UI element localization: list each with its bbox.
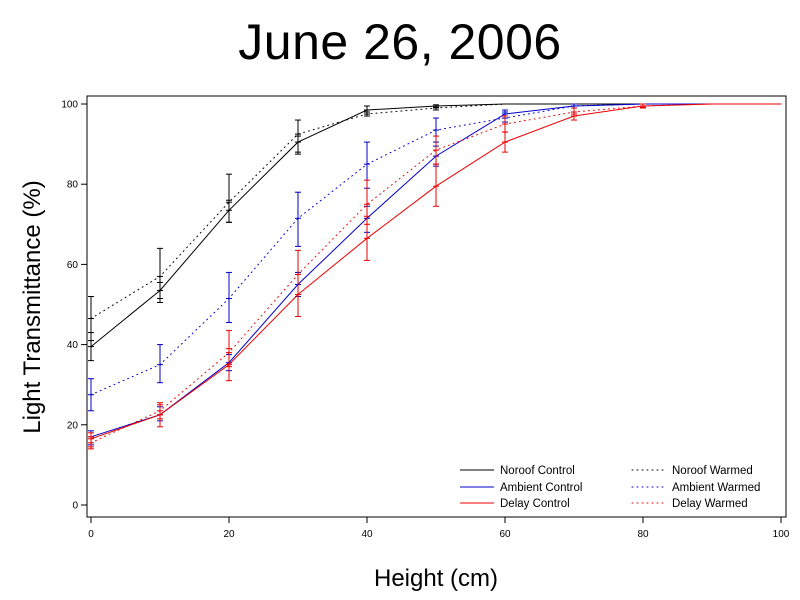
error-bar (364, 179, 370, 225)
x-axis-ticks: 0 20 40 60 80 100 (88, 517, 790, 540)
error-bar (226, 271, 232, 324)
chart-title: June 26, 2006 (238, 14, 562, 70)
legend: Noroof Control Ambient Control Delay Contr… (460, 465, 760, 510)
legend-entry-ambient-warmed: Ambient Warmed (631, 482, 760, 494)
legend-entry-delay-warmed: Delay Warmed (631, 498, 748, 510)
legend-label: Noroof Warmed (672, 465, 753, 477)
legend-label: Noroof Control (500, 465, 575, 477)
error-bar (295, 191, 301, 247)
series-delay-control (88, 103, 781, 448)
error-bar (157, 344, 163, 384)
error-bar (502, 115, 508, 133)
x-tick-label: 40 (361, 529, 373, 540)
error-bar (433, 105, 439, 111)
series-ambient-warmed (88, 103, 782, 412)
x-tick-label: 80 (637, 529, 649, 540)
error-bar (88, 378, 94, 412)
error-bar (571, 107, 577, 115)
y-tick-label: 100 (61, 100, 78, 111)
legend-label: Ambient Warmed (672, 482, 760, 494)
plot-area-frame (86, 95, 787, 518)
y-tick-label: 40 (67, 340, 79, 351)
legend-entry-delay-control: Delay Control (460, 498, 570, 510)
error-bar (157, 404, 163, 420)
y-tick-label: 80 (67, 180, 79, 191)
x-tick-label: 20 (223, 529, 235, 540)
legend-label: Delay Warmed (672, 498, 748, 510)
error-bar (571, 103, 577, 109)
x-tick-label: 100 (773, 529, 790, 540)
y-axis-ticks: 0 20 40 60 80 100 (61, 100, 87, 512)
error-bar (88, 436, 94, 450)
error-bar (433, 135, 439, 165)
x-tick-label: 60 (499, 529, 511, 540)
y-tick-label: 60 (67, 260, 79, 271)
error-bar (157, 247, 163, 303)
legend-label: Delay Control (500, 498, 570, 510)
y-axis-title: Light Transmittance (%) (19, 180, 46, 433)
legend-entry-noroof-control: Noroof Control (460, 465, 575, 477)
legend-entry-ambient-control: Ambient Control (460, 482, 582, 494)
series-layer (88, 103, 782, 450)
error-bar (502, 131, 508, 153)
error-bar (364, 111, 370, 117)
error-bar (640, 103, 646, 108)
series-delay-warmed (88, 103, 782, 450)
error-bar (226, 330, 232, 368)
legend-label: Ambient Control (500, 482, 582, 494)
error-bar (88, 295, 94, 342)
series-line-delay-warmed (90, 103, 782, 444)
x-axis-title: Height (cm) (374, 565, 498, 592)
error-bar (295, 119, 301, 155)
y-tick-label: 0 (72, 501, 78, 512)
x-tick-label: 0 (88, 529, 94, 540)
y-tick-label: 20 (67, 420, 79, 431)
legend-entry-noroof-warmed: Noroof Warmed (631, 465, 753, 477)
series-ambient-control (88, 103, 781, 446)
series-noroof-warmed (88, 103, 782, 342)
error-bar (295, 249, 301, 295)
error-bar (226, 173, 232, 223)
